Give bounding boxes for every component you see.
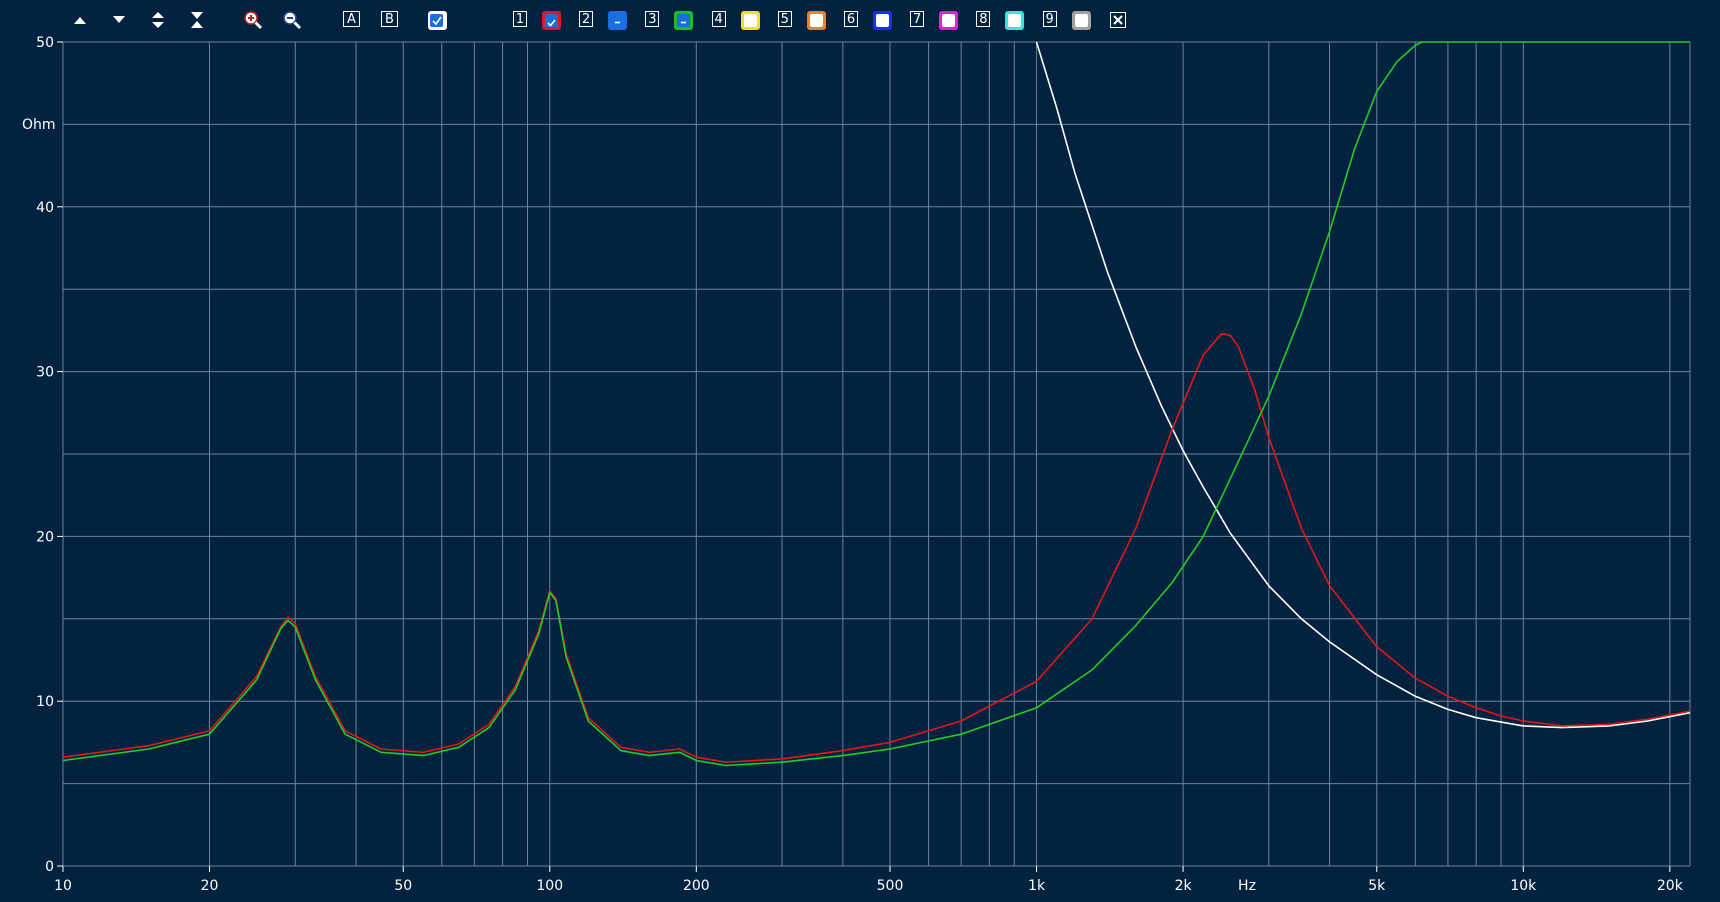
channel-8-box bbox=[1008, 14, 1022, 27]
channel-9-box bbox=[1074, 14, 1088, 27]
close-button[interactable] bbox=[1108, 10, 1128, 30]
zoom-in-button[interactable] bbox=[243, 10, 263, 30]
channel-9-label: 9 bbox=[1042, 11, 1057, 27]
x-tick-label: 5k bbox=[1368, 878, 1386, 894]
channel-7-box bbox=[942, 14, 956, 27]
minus-icon bbox=[615, 21, 621, 24]
y-axis: 0 10 20 30 40 50 bbox=[36, 35, 63, 875]
channel-7-label: 7 bbox=[910, 11, 925, 27]
cursor-a-button[interactable]: A bbox=[343, 11, 360, 27]
channel-6-toggle[interactable] bbox=[873, 11, 892, 30]
x-tick-label: 50 bbox=[394, 878, 412, 894]
triangle-down-icon bbox=[113, 16, 125, 23]
check-icon bbox=[547, 19, 556, 27]
scroll-up-button[interactable] bbox=[70, 10, 90, 30]
channel-5-toggle[interactable] bbox=[806, 11, 826, 30]
x-axis: 10 20 50 100 200 500 1k 2k 5k 10k 20k bbox=[54, 866, 1684, 894]
channel-4-toggle[interactable] bbox=[740, 11, 760, 30]
y-tick-label: 20 bbox=[36, 529, 54, 545]
show-all-checkbox[interactable] bbox=[428, 11, 447, 30]
grid bbox=[62, 41, 1691, 867]
y-tick-label: 0 bbox=[45, 859, 54, 875]
channel-3-box bbox=[677, 14, 691, 27]
x-tick-label: 1k bbox=[1028, 878, 1046, 894]
close-icon bbox=[1110, 12, 1126, 28]
channel-5-box bbox=[809, 14, 823, 27]
curves bbox=[62, 41, 1691, 767]
x-tick-label: 10k bbox=[1510, 878, 1537, 894]
expand-vertical-button[interactable] bbox=[148, 10, 168, 30]
channel-6-box bbox=[876, 14, 889, 27]
x-tick-label: 200 bbox=[683, 878, 710, 894]
x-tick-label: 100 bbox=[536, 878, 563, 894]
channel-1-toggle[interactable] bbox=[542, 11, 561, 30]
y-unit-label: Ohm bbox=[22, 117, 56, 133]
zoom-out-icon bbox=[283, 11, 302, 30]
zoom-out-button[interactable] bbox=[282, 10, 302, 30]
channel-6-label: 6 bbox=[844, 11, 858, 27]
channel-8-toggle[interactable] bbox=[1005, 11, 1025, 30]
impedance-curve-2 bbox=[62, 332, 1691, 764]
check-icon bbox=[432, 16, 442, 26]
y-tick-label: 30 bbox=[36, 365, 54, 381]
x-tick-label: 10 bbox=[54, 878, 72, 894]
compress-vertical-button[interactable] bbox=[187, 10, 207, 30]
channel-4-box bbox=[743, 14, 757, 27]
x-tick-label: 20k bbox=[1657, 878, 1684, 894]
channel-1-label: 1 bbox=[513, 11, 527, 27]
triangle-up-icon bbox=[74, 17, 86, 24]
channel-3-toggle[interactable] bbox=[674, 11, 694, 30]
channel-9-toggle[interactable] bbox=[1071, 11, 1091, 30]
channel-7-toggle[interactable] bbox=[939, 11, 959, 30]
expand-vertical-icon bbox=[152, 12, 164, 28]
channel-2-label: 2 bbox=[579, 11, 594, 27]
impedance-curve-1 bbox=[1035, 41, 1691, 729]
toolbar: A B 1 2 3 4 5 6 7 8 9 bbox=[0, 0, 1720, 40]
y-tick-label: 50 bbox=[36, 35, 54, 51]
x-tick-label: 500 bbox=[877, 878, 904, 894]
channel-2-toggle[interactable] bbox=[608, 11, 628, 30]
compress-vertical-icon bbox=[191, 12, 203, 28]
minus-icon bbox=[681, 21, 687, 24]
cursor-b-button[interactable]: B bbox=[381, 11, 398, 27]
x-tick-label: 20 bbox=[201, 878, 219, 894]
scroll-down-button[interactable] bbox=[109, 10, 129, 30]
channel-4-label: 4 bbox=[711, 11, 726, 27]
impedance-curve-3 bbox=[62, 41, 1690, 767]
y-tick-label: 40 bbox=[36, 200, 54, 216]
channel-5-label: 5 bbox=[777, 11, 792, 27]
channel-2-box bbox=[611, 14, 625, 27]
channel-1-box bbox=[545, 14, 558, 27]
x-tick-label: 2k bbox=[1175, 878, 1193, 894]
x-unit-label: Hz bbox=[1238, 878, 1256, 894]
channel-8-label: 8 bbox=[976, 11, 991, 27]
zoom-in-icon bbox=[244, 11, 263, 30]
y-tick-label: 10 bbox=[36, 694, 54, 710]
channel-3-label: 3 bbox=[645, 11, 660, 27]
